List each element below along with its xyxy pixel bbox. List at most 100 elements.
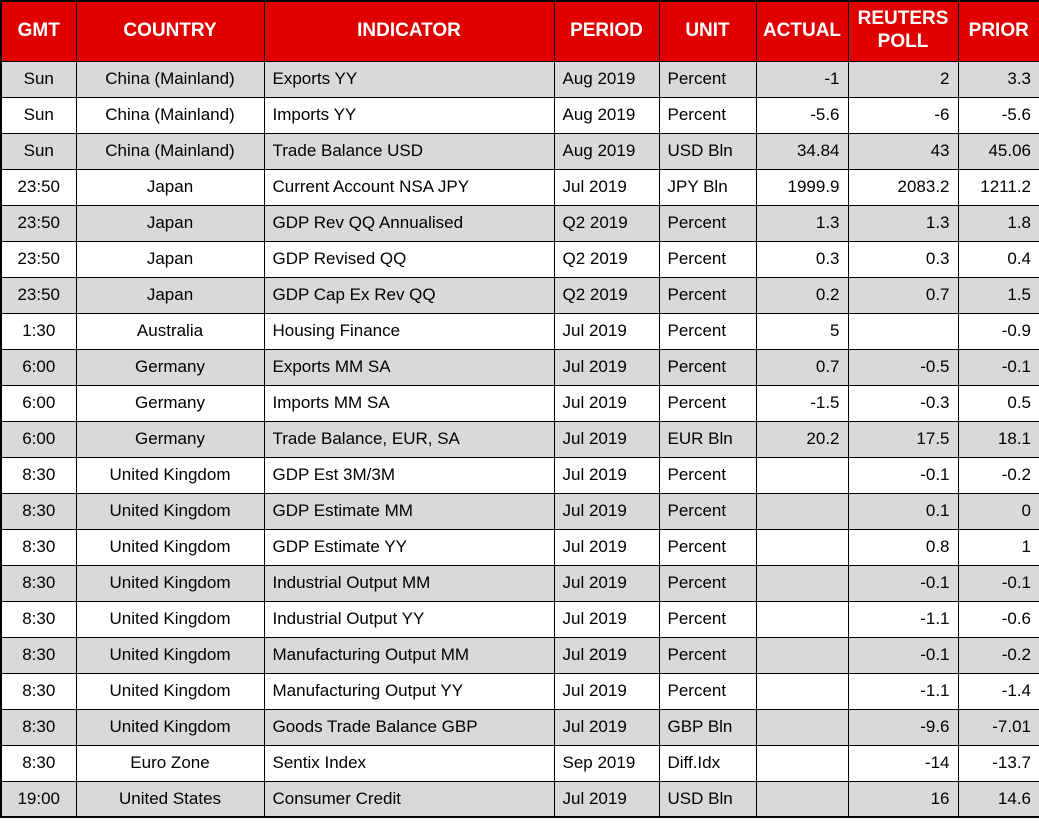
cell-actual: 0.3 xyxy=(755,240,849,278)
cell-actual xyxy=(755,600,849,638)
cell-period: Aug 2019 xyxy=(553,132,660,170)
cell-period: Jul 2019 xyxy=(553,348,660,386)
cell-unit: USD Bln xyxy=(658,780,757,818)
cell-period: Jul 2019 xyxy=(553,708,660,746)
cell-gmt: 8:30 xyxy=(0,456,77,494)
cell-gmt: 8:30 xyxy=(0,492,77,530)
cell-period: Aug 2019 xyxy=(553,96,660,134)
table-row: 8:30 United Kingdom GDP Estimate MM Jul 201… xyxy=(0,492,1039,530)
cell-poll: 0.8 xyxy=(847,528,959,566)
cell-indicator: GDP Est 3M/3M xyxy=(263,456,555,494)
cell-actual: -1.5 xyxy=(755,384,849,422)
cell-gmt: 19:00 xyxy=(0,780,77,818)
cell-poll: -0.1 xyxy=(847,564,959,602)
cell-indicator: GDP Cap Ex Rev QQ xyxy=(263,276,555,314)
cell-indicator: Imports YY xyxy=(263,96,555,134)
table-header: GMT COUNTRY INDICATOR PERIOD UNIT ACTUAL REUTE… xyxy=(0,0,1039,62)
cell-country: Japan xyxy=(75,276,265,314)
cell-prior: 14.6 xyxy=(957,780,1039,818)
cell-gmt: 6:00 xyxy=(0,384,77,422)
cell-period: Jul 2019 xyxy=(553,384,660,422)
cell-unit: EUR Bln xyxy=(658,420,757,458)
cell-period: Jul 2019 xyxy=(553,312,660,350)
cell-period: Jul 2019 xyxy=(553,636,660,674)
cell-prior: 1 xyxy=(957,528,1039,566)
cell-period: Jul 2019 xyxy=(553,168,660,206)
table-row: 8:30 United Kingdom Industrial Output YY Ju… xyxy=(0,600,1039,638)
cell-actual: -1 xyxy=(755,60,849,98)
table-row: 1:30 Australia Housing Finance Jul 2019 Perc… xyxy=(0,312,1039,350)
cell-indicator: GDP Estimate YY xyxy=(263,528,555,566)
cell-unit: Percent xyxy=(658,348,757,386)
cell-prior: 1.5 xyxy=(957,276,1039,314)
cell-country: Germany xyxy=(75,384,265,422)
cell-gmt: 6:00 xyxy=(0,348,77,386)
cell-gmt: Sun xyxy=(0,60,77,98)
cell-poll: 43 xyxy=(847,132,959,170)
cell-actual xyxy=(755,708,849,746)
cell-prior: -0.2 xyxy=(957,456,1039,494)
cell-gmt: 8:30 xyxy=(0,564,77,602)
cell-prior: 1211.2 xyxy=(957,168,1039,206)
cell-country: Japan xyxy=(75,204,265,242)
cell-indicator: Current Account NSA JPY xyxy=(263,168,555,206)
cell-country: Japan xyxy=(75,168,265,206)
cell-actual: -5.6 xyxy=(755,96,849,134)
cell-poll: -0.3 xyxy=(847,384,959,422)
table-row: 8:30 United Kingdom Manufacturing Output Y… xyxy=(0,672,1039,710)
cell-gmt: 1:30 xyxy=(0,312,77,350)
cell-indicator: GDP Revised QQ xyxy=(263,240,555,278)
col-header-unit: UNIT xyxy=(658,0,757,62)
cell-indicator: Manufacturing Output YY xyxy=(263,672,555,710)
cell-period: Jul 2019 xyxy=(553,564,660,602)
cell-poll: 2083.2 xyxy=(847,168,959,206)
cell-actual: 20.2 xyxy=(755,420,849,458)
cell-prior: 0.5 xyxy=(957,384,1039,422)
cell-indicator: Industrial Output MM xyxy=(263,564,555,602)
cell-poll: 1.3 xyxy=(847,204,959,242)
cell-poll: -0.1 xyxy=(847,636,959,674)
cell-prior: -0.6 xyxy=(957,600,1039,638)
cell-country: China (Mainland) xyxy=(75,132,265,170)
cell-country: Australia xyxy=(75,312,265,350)
cell-prior: -1.4 xyxy=(957,672,1039,710)
cell-period: Jul 2019 xyxy=(553,600,660,638)
cell-country: United Kingdom xyxy=(75,708,265,746)
cell-prior: -0.2 xyxy=(957,636,1039,674)
cell-actual: 0.7 xyxy=(755,348,849,386)
table-row: 8:30 United Kingdom GDP Est 3M/3M Jul 2019 P… xyxy=(0,456,1039,494)
cell-prior: 0.4 xyxy=(957,240,1039,278)
cell-prior: 45.06 xyxy=(957,132,1039,170)
cell-gmt: 8:30 xyxy=(0,708,77,746)
cell-prior: 0 xyxy=(957,492,1039,530)
cell-gmt: 8:30 xyxy=(0,744,77,782)
table-row: Sun China (Mainland) Imports YY Aug 2019 Per… xyxy=(0,96,1039,134)
cell-country: Germany xyxy=(75,420,265,458)
cell-poll: 0.1 xyxy=(847,492,959,530)
cell-unit: Percent xyxy=(658,492,757,530)
cell-period: Q2 2019 xyxy=(553,204,660,242)
cell-indicator: Consumer Credit xyxy=(263,780,555,818)
cell-poll: -1.1 xyxy=(847,672,959,710)
cell-poll: -14 xyxy=(847,744,959,782)
cell-indicator: Trade Balance, EUR, SA xyxy=(263,420,555,458)
col-header-prior: PRIOR xyxy=(957,0,1039,62)
cell-unit: Percent xyxy=(658,564,757,602)
cell-period: Jul 2019 xyxy=(553,456,660,494)
cell-unit: Percent xyxy=(658,204,757,242)
cell-indicator: Imports MM SA xyxy=(263,384,555,422)
cell-actual xyxy=(755,780,849,818)
cell-gmt: 23:50 xyxy=(0,204,77,242)
cell-unit: Percent xyxy=(658,636,757,674)
cell-actual: 0.2 xyxy=(755,276,849,314)
cell-period: Jul 2019 xyxy=(553,528,660,566)
cell-unit: Percent xyxy=(658,528,757,566)
cell-country: Euro Zone xyxy=(75,744,265,782)
table-row: 19:00 United States Consumer Credit Jul 201… xyxy=(0,780,1039,818)
cell-gmt: Sun xyxy=(0,132,77,170)
cell-country: United Kingdom xyxy=(75,564,265,602)
cell-poll: 16 xyxy=(847,780,959,818)
cell-indicator: Exports MM SA xyxy=(263,348,555,386)
cell-indicator: GDP Rev QQ Annualised xyxy=(263,204,555,242)
cell-poll: 2 xyxy=(847,60,959,98)
